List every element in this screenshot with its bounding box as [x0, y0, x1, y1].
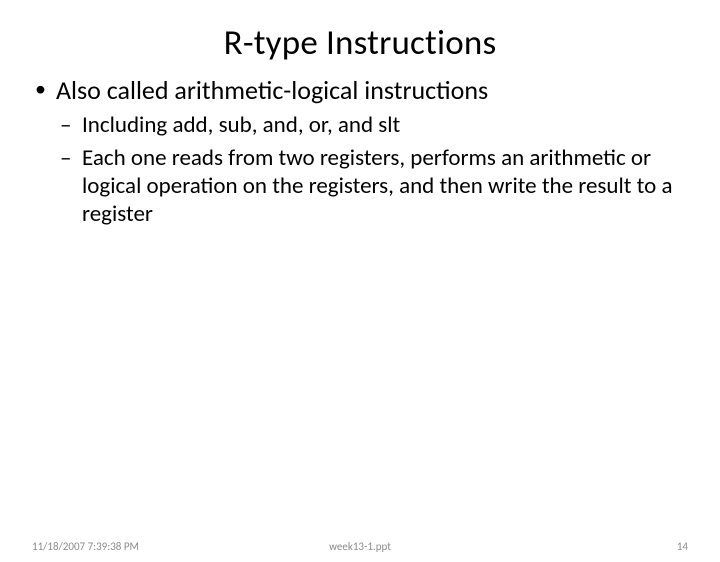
footer-file: week13-1.ppt — [329, 540, 391, 553]
footer-page-number: 14 — [677, 540, 688, 553]
bullet-lvl1: Also called arithmetic-logical instructi… — [32, 76, 690, 106]
slide-body: Also called arithmetic-logical instructi… — [0, 76, 720, 228]
bullet-lvl2: Each one reads from two registers, perfo… — [60, 145, 690, 228]
footer-date: 11/18/2007 7:39:38 PM — [32, 540, 139, 553]
bullet-lvl2-text: Including add, sub, and, or, and slt — [82, 111, 400, 139]
slide-title: R-type Instructions — [0, 22, 720, 64]
bullet-lvl1-text: Also called arithmetic-logical instructi… — [56, 74, 488, 106]
bullet-lvl2-text: Each one reads from two registers, perfo… — [82, 144, 673, 227]
bullet-lvl2: Including add, sub, and, or, and slt — [60, 112, 690, 140]
slide: R-type Instructions Also called arithmet… — [0, 22, 720, 562]
